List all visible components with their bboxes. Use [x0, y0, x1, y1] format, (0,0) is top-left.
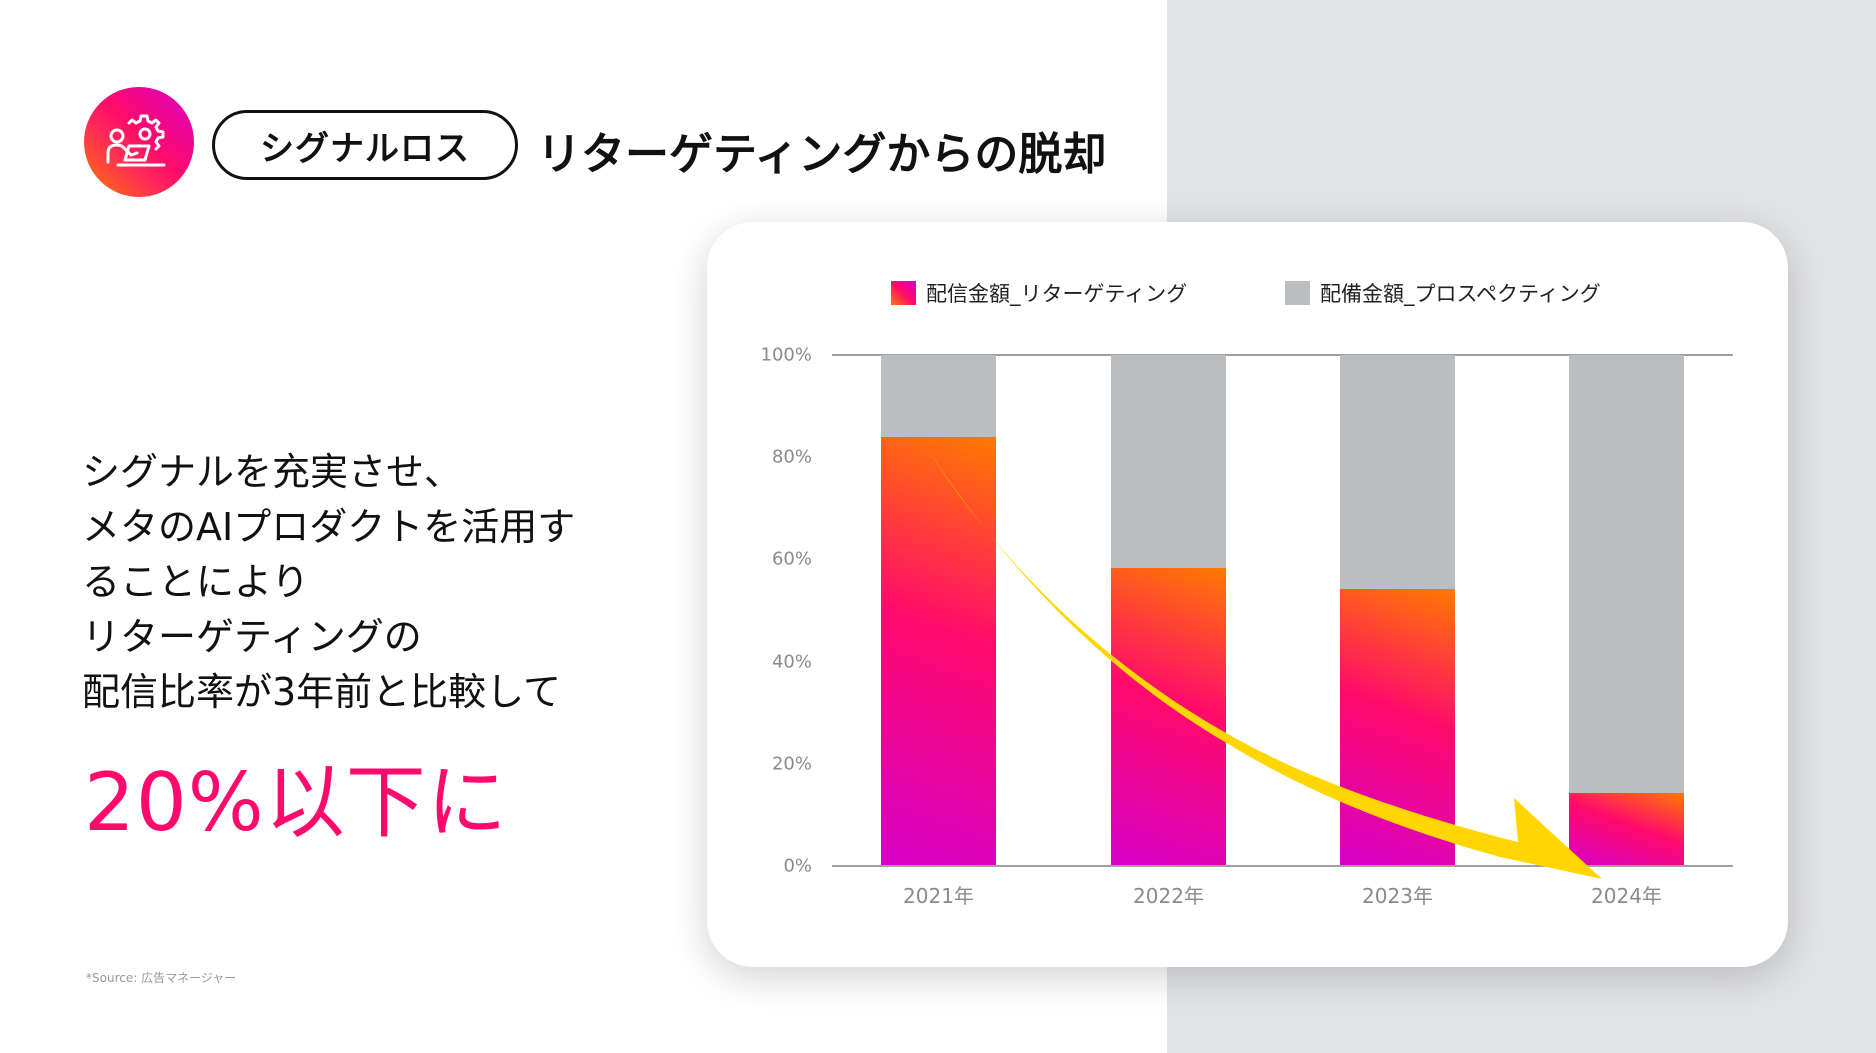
top-axis-line	[832, 354, 1733, 356]
headline-stat: 20%以下に	[84, 756, 508, 849]
x-tick: 2021年	[903, 884, 974, 908]
description-line: メタのAIプロダクトを活用す	[82, 505, 576, 549]
x-tick: 2023年	[1362, 884, 1433, 908]
bar-retargeting-2024	[1569, 793, 1684, 866]
y-tick: 100%	[760, 344, 812, 366]
signal-loss-tag: シグナルロス	[212, 110, 518, 180]
bar-retargeting-2022	[1111, 568, 1226, 866]
person-laptop-gear-icon	[84, 87, 194, 197]
bar-retargeting-2021	[881, 437, 996, 866]
y-tick: 40%	[771, 651, 812, 673]
page-title: リターゲティングからの脱却	[537, 129, 1107, 180]
x-tick: 2022年	[1133, 884, 1204, 908]
y-tick: 20%	[771, 753, 812, 775]
bar-prospecting-2021	[881, 355, 996, 437]
description-line: 配信比率が3年前と比較して	[82, 670, 562, 714]
y-tick: 0%	[783, 855, 812, 877]
x-axis-line	[832, 865, 1733, 867]
legend-item-retargeting: 配信金額_リターゲティング	[891, 278, 1187, 308]
bar-prospecting-2023	[1340, 355, 1455, 589]
description-text: シグナルを充実させ、 メタのAIプロダクトを活用す ることにより リターゲティン…	[82, 445, 575, 720]
bar-retargeting-2023	[1340, 589, 1455, 866]
bar-prospecting-2022	[1111, 355, 1226, 568]
legend-label: 配信金額_リターゲティング	[926, 282, 1188, 306]
description-line: リターゲティングの	[82, 615, 422, 659]
legend-item-prospecting: 配備金額_プロスペクティング	[1285, 278, 1601, 308]
x-tick: 2024年	[1591, 884, 1662, 908]
y-tick: 80%	[771, 446, 812, 468]
legend-label: 配備金額_プロスペクティング	[1320, 282, 1601, 306]
legend-swatch-retargeting	[891, 281, 916, 305]
y-tick: 60%	[771, 548, 812, 570]
description-line: ることにより	[82, 560, 310, 604]
description-line: シグナルを充実させ、	[82, 450, 463, 494]
tag-label: シグナルロス	[260, 128, 470, 169]
legend-swatch-prospecting	[1285, 281, 1310, 305]
source-note: *Source: 広告マネージャー	[86, 971, 237, 985]
bar-prospecting-2024	[1569, 355, 1684, 793]
